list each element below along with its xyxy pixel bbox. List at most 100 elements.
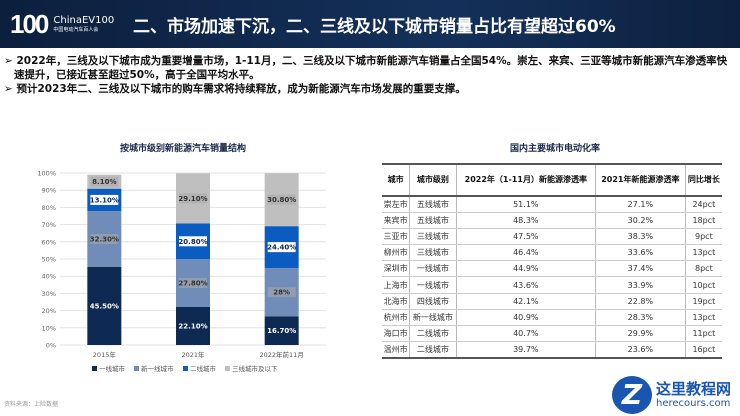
y-tick-label: 100% [37, 170, 56, 178]
table-cell: 柳州市 [382, 244, 410, 262]
bullet-item: ➢ 2022年，三线及以下城市成为重要增量市场，1-11月，二、三线及以下城市新… [4, 55, 728, 81]
table-cell: 33.6% [595, 244, 686, 262]
table-cell: 9pct [684, 228, 722, 246]
x-tick-label: 2022年前11月 [260, 350, 304, 359]
table-header-cell: 2022年（1-11月）新能源渗透率 [455, 163, 596, 197]
table-cell: 三亚市 [382, 228, 410, 246]
y-tick-label: 0% [46, 342, 56, 350]
logo-number: 100 [10, 8, 49, 39]
table-cell: 40.7% [455, 325, 596, 343]
table-cell: 五线城市 [409, 212, 457, 229]
table-row: 深圳市 一线城市 44.9% 37.4% 8pct [382, 260, 722, 278]
table-cell: 28.3% [595, 309, 686, 327]
legend-swatch [225, 366, 230, 371]
legend-label: 三线城市及以下 [232, 364, 278, 373]
table-header-cell: 城市级别 [409, 163, 457, 197]
x-tick-label: 2015年 [93, 350, 117, 359]
table-cell: 33.9% [595, 276, 686, 294]
data-label: 28% [273, 289, 290, 297]
table-row: 三亚市 三线城市 47.5% 38.3% 9pct [382, 228, 722, 246]
header-bar: 100 ChinaEV100 中国电动汽车百人会 二、市场加速下沉，二、三线及以下… [0, 0, 740, 48]
watermark: Z 这里教程网 herecours.com [612, 376, 731, 414]
bullet-item: ➢ 预计2023年二、三线及以下城市的购车需求将持续释放，成为新能源汽车市场发展… [4, 83, 466, 95]
table-title: 国内主要城市电动化率 [510, 144, 601, 154]
data-label-box [267, 242, 296, 253]
data-label: 16.70% [267, 327, 296, 335]
table-row: 海口市 二线城市 40.7% 29.9% 11pct [382, 325, 722, 343]
watermark-logo-icon: Z [612, 376, 652, 414]
chart-title: 按城市级别新能源汽车销量结构 [120, 144, 247, 154]
table-cell: 19pct [684, 293, 722, 310]
legend-label: 新一线城市 [141, 364, 174, 373]
table-cell: 27.1% [595, 196, 686, 213]
table-cell: 上海市 [382, 276, 410, 294]
x-tick-label: 2021年 [181, 350, 205, 359]
table-row: 杭州市 新一线城市 40.9% 28.3% 13pct [382, 309, 722, 327]
table-cell: 43.6% [455, 276, 596, 294]
data-label-box [90, 194, 119, 205]
y-tick-label: 70% [42, 221, 56, 229]
legend-swatch [183, 366, 188, 371]
table-cell: 深圳市 [382, 260, 410, 278]
data-label: 32.30% [90, 235, 119, 243]
table-cell: 22.8% [595, 293, 686, 310]
table-row: 北海市 四线城市 42.1% 22.8% 19pct [382, 293, 722, 310]
legend-swatch [92, 366, 97, 371]
table-cell: 11pct [684, 325, 722, 343]
source-note: 资料来源：上险数据 [4, 401, 59, 408]
table-header-cell: 城市 [382, 163, 410, 197]
data-label: 45.50% [90, 302, 119, 310]
stacked-bar-chart: 0% 10% 20% 30% 40% 50% 60% 70% 80% 90% 100% 45.50% 3… [37, 170, 326, 373]
data-label: 30.80% [267, 196, 296, 204]
table-cell: 二线城市 [409, 325, 457, 343]
logo: 100 ChinaEV100 中国电动汽车百人会 [10, 8, 115, 39]
data-label-box [179, 278, 207, 289]
data-label-box [267, 287, 296, 298]
table-cell: 30.2% [595, 212, 686, 229]
data-label-box [267, 194, 296, 205]
watermark-name: 这里教程网 [656, 380, 732, 398]
electrification-table: 城市 城市级别 2022年（1-11月）新能源渗透率 2021年新能源渗透率 同比增长 … [382, 163, 722, 359]
data-label-box [179, 193, 207, 204]
logo-brand: ChinaEV100 [53, 14, 115, 26]
table-header-cell: 2021年新能源渗透率 [595, 163, 686, 197]
data-label-box [90, 233, 119, 244]
table-cell: 三线城市 [409, 244, 457, 262]
table-cell: 杭州市 [382, 309, 410, 327]
data-label: 24.40% [267, 244, 296, 252]
watermark-url: herecours.com [656, 398, 731, 409]
table-cell: 39.7% [455, 341, 596, 359]
y-tick-label: 50% [42, 256, 56, 264]
y-tick-label: 90% [42, 187, 56, 195]
table-cell: 海口市 [382, 325, 410, 343]
data-label-box [179, 236, 207, 247]
y-tick-label: 10% [42, 324, 56, 332]
table-cell: 一线城市 [409, 260, 457, 278]
table-cell: 24pct [684, 196, 722, 213]
bar-segment [264, 316, 299, 345]
table-cell: 温州市 [382, 341, 410, 359]
table-cell: 新一线城市 [409, 309, 457, 327]
table-cell: 48.3% [455, 212, 596, 229]
data-label: 8.10% [92, 178, 116, 186]
legend-swatch [134, 366, 139, 371]
table-cell: 三线城市 [409, 228, 457, 246]
table-cell: 13pct [684, 244, 722, 262]
bar-segment [176, 306, 210, 345]
y-tick-label: 20% [42, 307, 56, 315]
logo-sub: 中国电动汽车百人会 [53, 26, 99, 33]
data-label-box [90, 176, 119, 187]
data-label: 20.80% [178, 238, 207, 246]
table-cell: 47.5% [455, 228, 596, 246]
table-cell: 29.9% [595, 325, 686, 343]
table-cell: 北海市 [382, 293, 410, 310]
legend-label: 二线城市 [190, 364, 217, 373]
data-label: 27.80% [178, 280, 207, 288]
table-row: 崇左市 五线城市 51.1% 27.1% 24pct [382, 196, 722, 213]
table-cell: 46.4% [455, 244, 596, 262]
table-cell: 崇左市 [382, 196, 410, 213]
table-cell: 23.6% [595, 341, 686, 359]
bullet-list: ➢ 2022年，三线及以下城市成为重要增量市场，1-11月，二、三线及以下城市新… [4, 54, 734, 96]
table-cell: 8pct [684, 260, 722, 278]
table-cell: 13pct [684, 309, 722, 327]
